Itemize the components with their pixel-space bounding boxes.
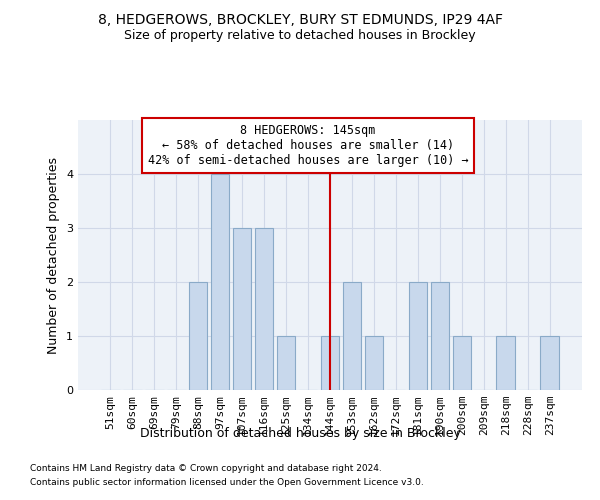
Bar <box>255 228 274 390</box>
Bar <box>365 336 383 390</box>
Text: 8 HEDGEROWS: 145sqm
← 58% of detached houses are smaller (14)
42% of semi-detach: 8 HEDGEROWS: 145sqm ← 58% of detached ho… <box>148 124 469 168</box>
Bar <box>409 282 427 390</box>
Bar <box>452 336 471 390</box>
Bar <box>211 174 229 390</box>
Bar <box>277 336 295 390</box>
Bar <box>431 282 449 390</box>
Bar <box>343 282 361 390</box>
Bar <box>233 228 251 390</box>
Y-axis label: Number of detached properties: Number of detached properties <box>47 156 61 354</box>
Text: 8, HEDGEROWS, BROCKLEY, BURY ST EDMUNDS, IP29 4AF: 8, HEDGEROWS, BROCKLEY, BURY ST EDMUNDS,… <box>97 12 503 26</box>
Bar <box>496 336 515 390</box>
Text: Size of property relative to detached houses in Brockley: Size of property relative to detached ho… <box>124 29 476 42</box>
Text: Contains HM Land Registry data © Crown copyright and database right 2024.: Contains HM Land Registry data © Crown c… <box>30 464 382 473</box>
Text: Contains public sector information licensed under the Open Government Licence v3: Contains public sector information licen… <box>30 478 424 487</box>
Bar <box>189 282 208 390</box>
Bar <box>320 336 340 390</box>
Bar <box>541 336 559 390</box>
Text: Distribution of detached houses by size in Brockley: Distribution of detached houses by size … <box>140 428 460 440</box>
